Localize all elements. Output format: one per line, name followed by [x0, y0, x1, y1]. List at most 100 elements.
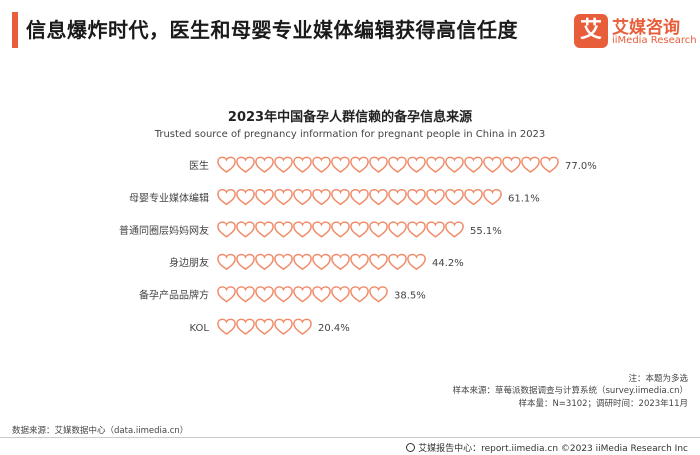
heart-icon [236, 221, 255, 238]
heart-icon [236, 253, 255, 271]
heart-icon [388, 189, 407, 206]
note-sample-source: 样本来源：草莓派数据调查与计算系统（survey.iimedia.cn） [452, 386, 688, 396]
heart-icon [236, 318, 255, 335]
heart-icon [369, 253, 388, 271]
heart-icon [331, 156, 350, 173]
heart-icon [274, 253, 293, 271]
value-label: 20.4% [318, 323, 350, 334]
bar [217, 189, 502, 206]
heart-icon [521, 156, 540, 173]
value-label: 38.5% [394, 291, 426, 302]
heart-icon [293, 156, 312, 173]
category-label: 母婴专业媒体编辑 [129, 191, 209, 204]
heart-icon [369, 156, 388, 173]
heart-icon [312, 286, 331, 303]
heart-icon [312, 156, 331, 173]
heart-icon [293, 253, 312, 271]
category-label: 身边朋友 [169, 256, 209, 269]
footer-text: 艾媒报告中心：report.iimedia.cn ©2023 iiMedia R… [418, 444, 688, 454]
heart-icon [255, 318, 274, 335]
heart-icon [407, 253, 426, 271]
heart-icon [274, 221, 293, 238]
category-label: 普通同圈层妈妈网友 [119, 224, 209, 237]
brand-logo-icon: 艾 [574, 14, 608, 48]
value-label: 55.1% [470, 226, 502, 237]
heart-icon [483, 156, 502, 173]
bar [217, 221, 464, 238]
heart-icon [255, 156, 274, 173]
heart-icon [388, 156, 407, 173]
heart-icon [255, 286, 274, 303]
heart-icon [350, 156, 369, 173]
bar [217, 253, 426, 271]
heart-icon [312, 189, 331, 206]
heart-icon [464, 156, 483, 173]
heart-icon [217, 286, 236, 303]
heart-icon [255, 221, 274, 238]
heart-icon [502, 156, 521, 173]
heart-icon [293, 189, 312, 206]
heart-icon [312, 221, 331, 238]
heart-icon [426, 221, 445, 238]
heart-icon [331, 189, 350, 206]
brand: 艾 艾媒咨询 iiMedia Research [574, 12, 697, 52]
brand-name-en: iiMedia Research [612, 35, 697, 46]
heart-icon [464, 189, 483, 206]
heart-icon [236, 286, 255, 303]
heart-icon [236, 189, 255, 206]
heart-icon [331, 286, 350, 303]
heart-icon [350, 286, 369, 303]
value-label: 77.0% [565, 161, 597, 172]
heart-icon [331, 253, 350, 271]
heart-icon [350, 253, 369, 271]
heart-icon [350, 189, 369, 206]
heart-icon [388, 253, 407, 271]
heart-icon [445, 156, 464, 173]
bar [217, 286, 388, 303]
chart-subtitle: Trusted source of pregnancy information … [154, 129, 546, 140]
page-title: 信息爆炸时代，医生和母婴专业媒体编辑获得高信任度 [26, 18, 518, 42]
heart-icon [217, 318, 236, 335]
heart-icon [255, 189, 274, 206]
heart-icon [217, 221, 236, 238]
heart-icon [350, 221, 369, 238]
bar [217, 318, 312, 335]
heart-icon [483, 189, 502, 206]
heart-icon [369, 221, 388, 238]
value-label: 44.2% [432, 258, 464, 269]
title-accent-bar [12, 12, 18, 48]
heart-icon [426, 156, 445, 173]
heart-icon [217, 253, 236, 271]
heart-icon [293, 221, 312, 238]
heart-icon [255, 253, 274, 271]
heart-icon [293, 286, 312, 303]
heart-icon [407, 189, 426, 206]
heart-icon [445, 221, 464, 238]
data-source: 数据来源：艾媒数据中心（data.iimedia.cn） [12, 426, 189, 436]
heart-icon [369, 286, 388, 303]
heart-icon [236, 156, 255, 173]
note-sample-info: 样本量：N=3102；调研时间：2023年11月 [518, 399, 688, 409]
heart-icon [274, 156, 293, 173]
heart-icon [540, 156, 559, 173]
heart-icon [217, 156, 236, 173]
heart-icon [407, 221, 426, 238]
heart-icon [388, 221, 407, 238]
note-multiple-choice: 注：本题为多选 [628, 374, 688, 384]
heart-icon [293, 318, 312, 335]
heart-icon [274, 318, 293, 335]
footer: 艾媒报告中心：report.iimedia.cn ©2023 iiMedia R… [406, 441, 688, 454]
value-label: 61.1% [508, 193, 540, 204]
chart-title: 2023年中国备孕人群信赖的备孕信息来源 [227, 110, 473, 125]
brand-name: 艾媒咨询 [612, 18, 680, 38]
heart-icon [274, 286, 293, 303]
heart-icon [407, 156, 426, 173]
heart-icon [331, 221, 350, 238]
heart-icon [312, 253, 331, 271]
category-label: KOL [190, 323, 210, 334]
footer-divider [0, 437, 700, 438]
heart-icon [217, 189, 236, 206]
heart-icon [369, 189, 388, 206]
bar [217, 156, 559, 173]
